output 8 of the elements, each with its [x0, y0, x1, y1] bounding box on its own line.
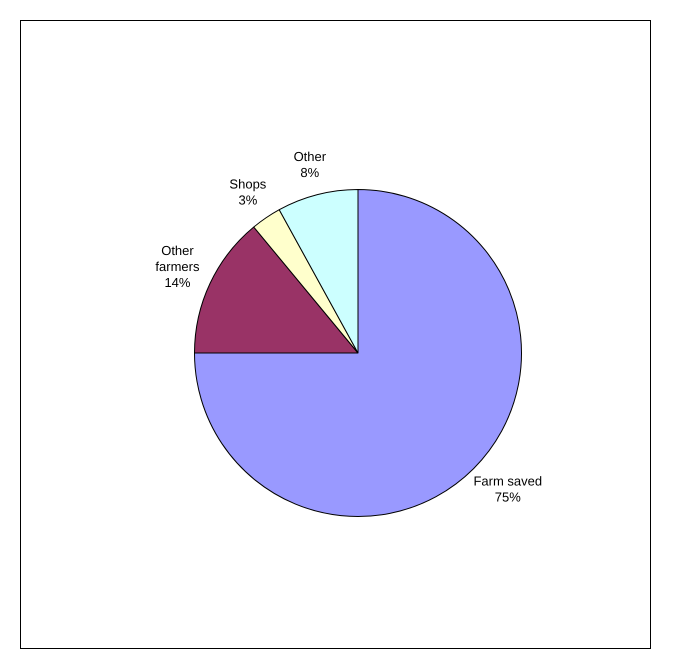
data-label: 3% [238, 192, 258, 208]
data-label: 8% [300, 165, 320, 180]
slice-label: Other farmers [155, 242, 200, 274]
data-label: 14% [164, 274, 191, 290]
slice-label: Other [294, 149, 327, 164]
slice-label: Shops [229, 176, 267, 192]
data-label: 75% [494, 489, 522, 504]
slice-label: Farm saved [473, 473, 542, 488]
